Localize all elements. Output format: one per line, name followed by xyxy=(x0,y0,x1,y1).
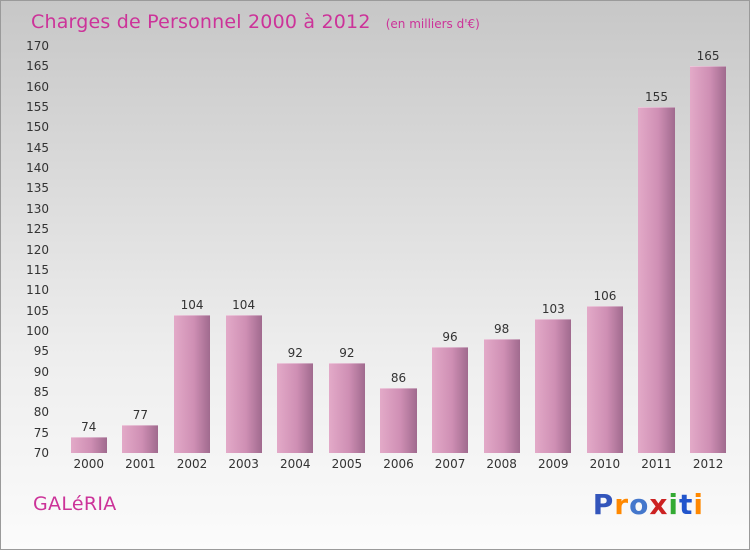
x-axis-tick-label: 2008 xyxy=(486,457,517,471)
y-axis-tick-label: 145 xyxy=(26,140,49,155)
bar-value-label: 92 xyxy=(287,346,303,361)
x-axis-tick-label: 2003 xyxy=(228,457,259,471)
x-axis: 2000 2001 2002 2003 2004 2005 2006 2007 2008 2009… xyxy=(63,457,734,471)
bar-slot: 98 xyxy=(476,46,528,453)
bar-value-label: 86 xyxy=(390,370,407,385)
y-axis-tick-label: 85 xyxy=(33,384,49,399)
logo-letter: x xyxy=(649,488,669,521)
x-axis-tick-label: 2011 xyxy=(641,457,672,471)
bar-slot: 103 xyxy=(527,46,579,453)
bars: 74 77 104 104 92 92 86 96 98 103 106 155 165 xyxy=(63,46,734,453)
bar xyxy=(122,424,159,453)
bar xyxy=(483,339,520,453)
bar xyxy=(70,436,107,453)
bar-value-label: 106 xyxy=(593,289,617,304)
y-axis-tick-label: 140 xyxy=(26,161,49,176)
x-axis-tick-label: 2009 xyxy=(538,457,569,471)
bar-value-label: 92 xyxy=(339,346,355,361)
y-axis-tick-label: 135 xyxy=(26,181,49,196)
y-axis-tick-label: 100 xyxy=(26,323,49,338)
bar-value-label: 104 xyxy=(180,297,204,312)
bar xyxy=(690,66,727,453)
bar xyxy=(380,387,417,453)
bar xyxy=(328,363,365,453)
logo-letter: t xyxy=(679,488,694,521)
bar-slot: 77 xyxy=(115,46,167,453)
logo-letter: i xyxy=(693,488,704,521)
title-row: Charges de Personnel 2000 à 2012 (en mil… xyxy=(31,11,480,33)
y-axis-tick-label: 110 xyxy=(26,283,49,298)
y-axis-tick-label: 160 xyxy=(26,79,49,94)
chart-title: Charges de Personnel 2000 à 2012 xyxy=(31,11,371,33)
bar-value-label: 98 xyxy=(494,322,510,337)
bar-slot: 165 xyxy=(682,46,734,453)
bar-slot: 155 xyxy=(631,46,683,453)
bar xyxy=(535,318,572,453)
bar-value-label: 165 xyxy=(696,49,720,64)
y-axis-tick-label: 80 xyxy=(33,405,49,420)
x-axis-tick-label: 2001 xyxy=(125,457,156,471)
y-axis-tick-label: 70 xyxy=(33,446,49,460)
bar-value-label: 104 xyxy=(232,297,256,312)
bar-slot: 104 xyxy=(218,46,270,453)
y-axis-tick-label: 130 xyxy=(26,201,49,216)
x-axis-tick-label: 2004 xyxy=(279,457,311,471)
y-axis-tick-label: 105 xyxy=(26,303,49,318)
y-axis-tick-label: 165 xyxy=(26,59,49,74)
x-axis-tick-label: 2006 xyxy=(383,457,414,471)
y-axis-tick-label: 170 xyxy=(26,39,49,53)
y-axis-tick-label: 95 xyxy=(33,344,49,359)
logo-letter: r xyxy=(614,488,630,521)
x-axis-tick-label: 2005 xyxy=(331,457,363,471)
x-axis-tick-label: 2012 xyxy=(692,457,724,471)
bar-slot: 86 xyxy=(373,46,425,453)
y-axis-tick-label: 155 xyxy=(26,100,49,115)
y-axis-tick-label: 75 xyxy=(33,425,49,440)
bar-value-label: 77 xyxy=(132,407,149,422)
bar xyxy=(225,314,262,453)
y-axis-tick-label: 115 xyxy=(26,262,49,277)
bar-slot: 92 xyxy=(269,46,321,453)
chart-subtitle: (en milliers d'€) xyxy=(385,17,480,31)
proxiti-logo: Proxiti xyxy=(593,488,704,521)
bar xyxy=(277,363,314,453)
bar-value-label: 74 xyxy=(81,419,97,434)
y-axis: 70 75 80 85 90 95 100 105 110 115 120 125 130 135 140 1… xyxy=(1,39,57,460)
y-axis-tick-label: 120 xyxy=(26,242,49,257)
x-axis-tick-label: 2007 xyxy=(434,457,466,471)
bar-slot: 74 xyxy=(63,46,115,453)
bar-slot: 106 xyxy=(579,46,631,453)
company-name: GALéRIA xyxy=(33,493,117,515)
y-axis-tick-label: 150 xyxy=(26,120,49,135)
bar xyxy=(638,107,675,453)
x-axis-tick-label: 2002 xyxy=(176,457,208,471)
bar-value-label: 103 xyxy=(541,301,565,316)
logo-letter: P xyxy=(592,488,615,521)
bar xyxy=(173,314,211,453)
x-axis-tick-label: 2010 xyxy=(589,457,621,471)
y-axis-tick-label: 125 xyxy=(26,222,49,237)
bar xyxy=(432,347,469,453)
logo-letter: o xyxy=(629,488,650,521)
x-axis-tick-label: 2000 xyxy=(73,457,105,471)
bar-value-label: 155 xyxy=(645,90,668,105)
bar xyxy=(586,306,623,453)
bar-value-label: 96 xyxy=(442,330,458,345)
bar-slot: 96 xyxy=(424,46,476,453)
bar-slot: 104 xyxy=(166,46,218,453)
y-axis-tick-label: 90 xyxy=(33,364,49,379)
bar-slot: 92 xyxy=(321,46,373,453)
logo-letter: i xyxy=(668,488,679,521)
